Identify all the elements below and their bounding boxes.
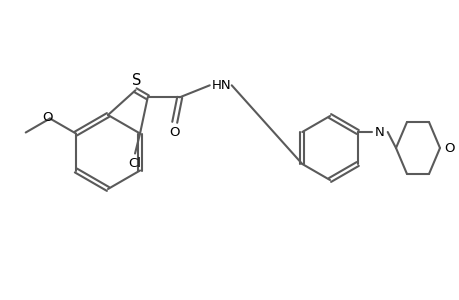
Text: S: S xyxy=(132,73,141,88)
Text: O: O xyxy=(169,126,179,139)
Text: Cl: Cl xyxy=(128,157,141,170)
Text: HN: HN xyxy=(212,79,231,92)
Text: N: N xyxy=(374,125,384,139)
Text: O: O xyxy=(43,111,53,124)
Text: O: O xyxy=(444,142,454,154)
